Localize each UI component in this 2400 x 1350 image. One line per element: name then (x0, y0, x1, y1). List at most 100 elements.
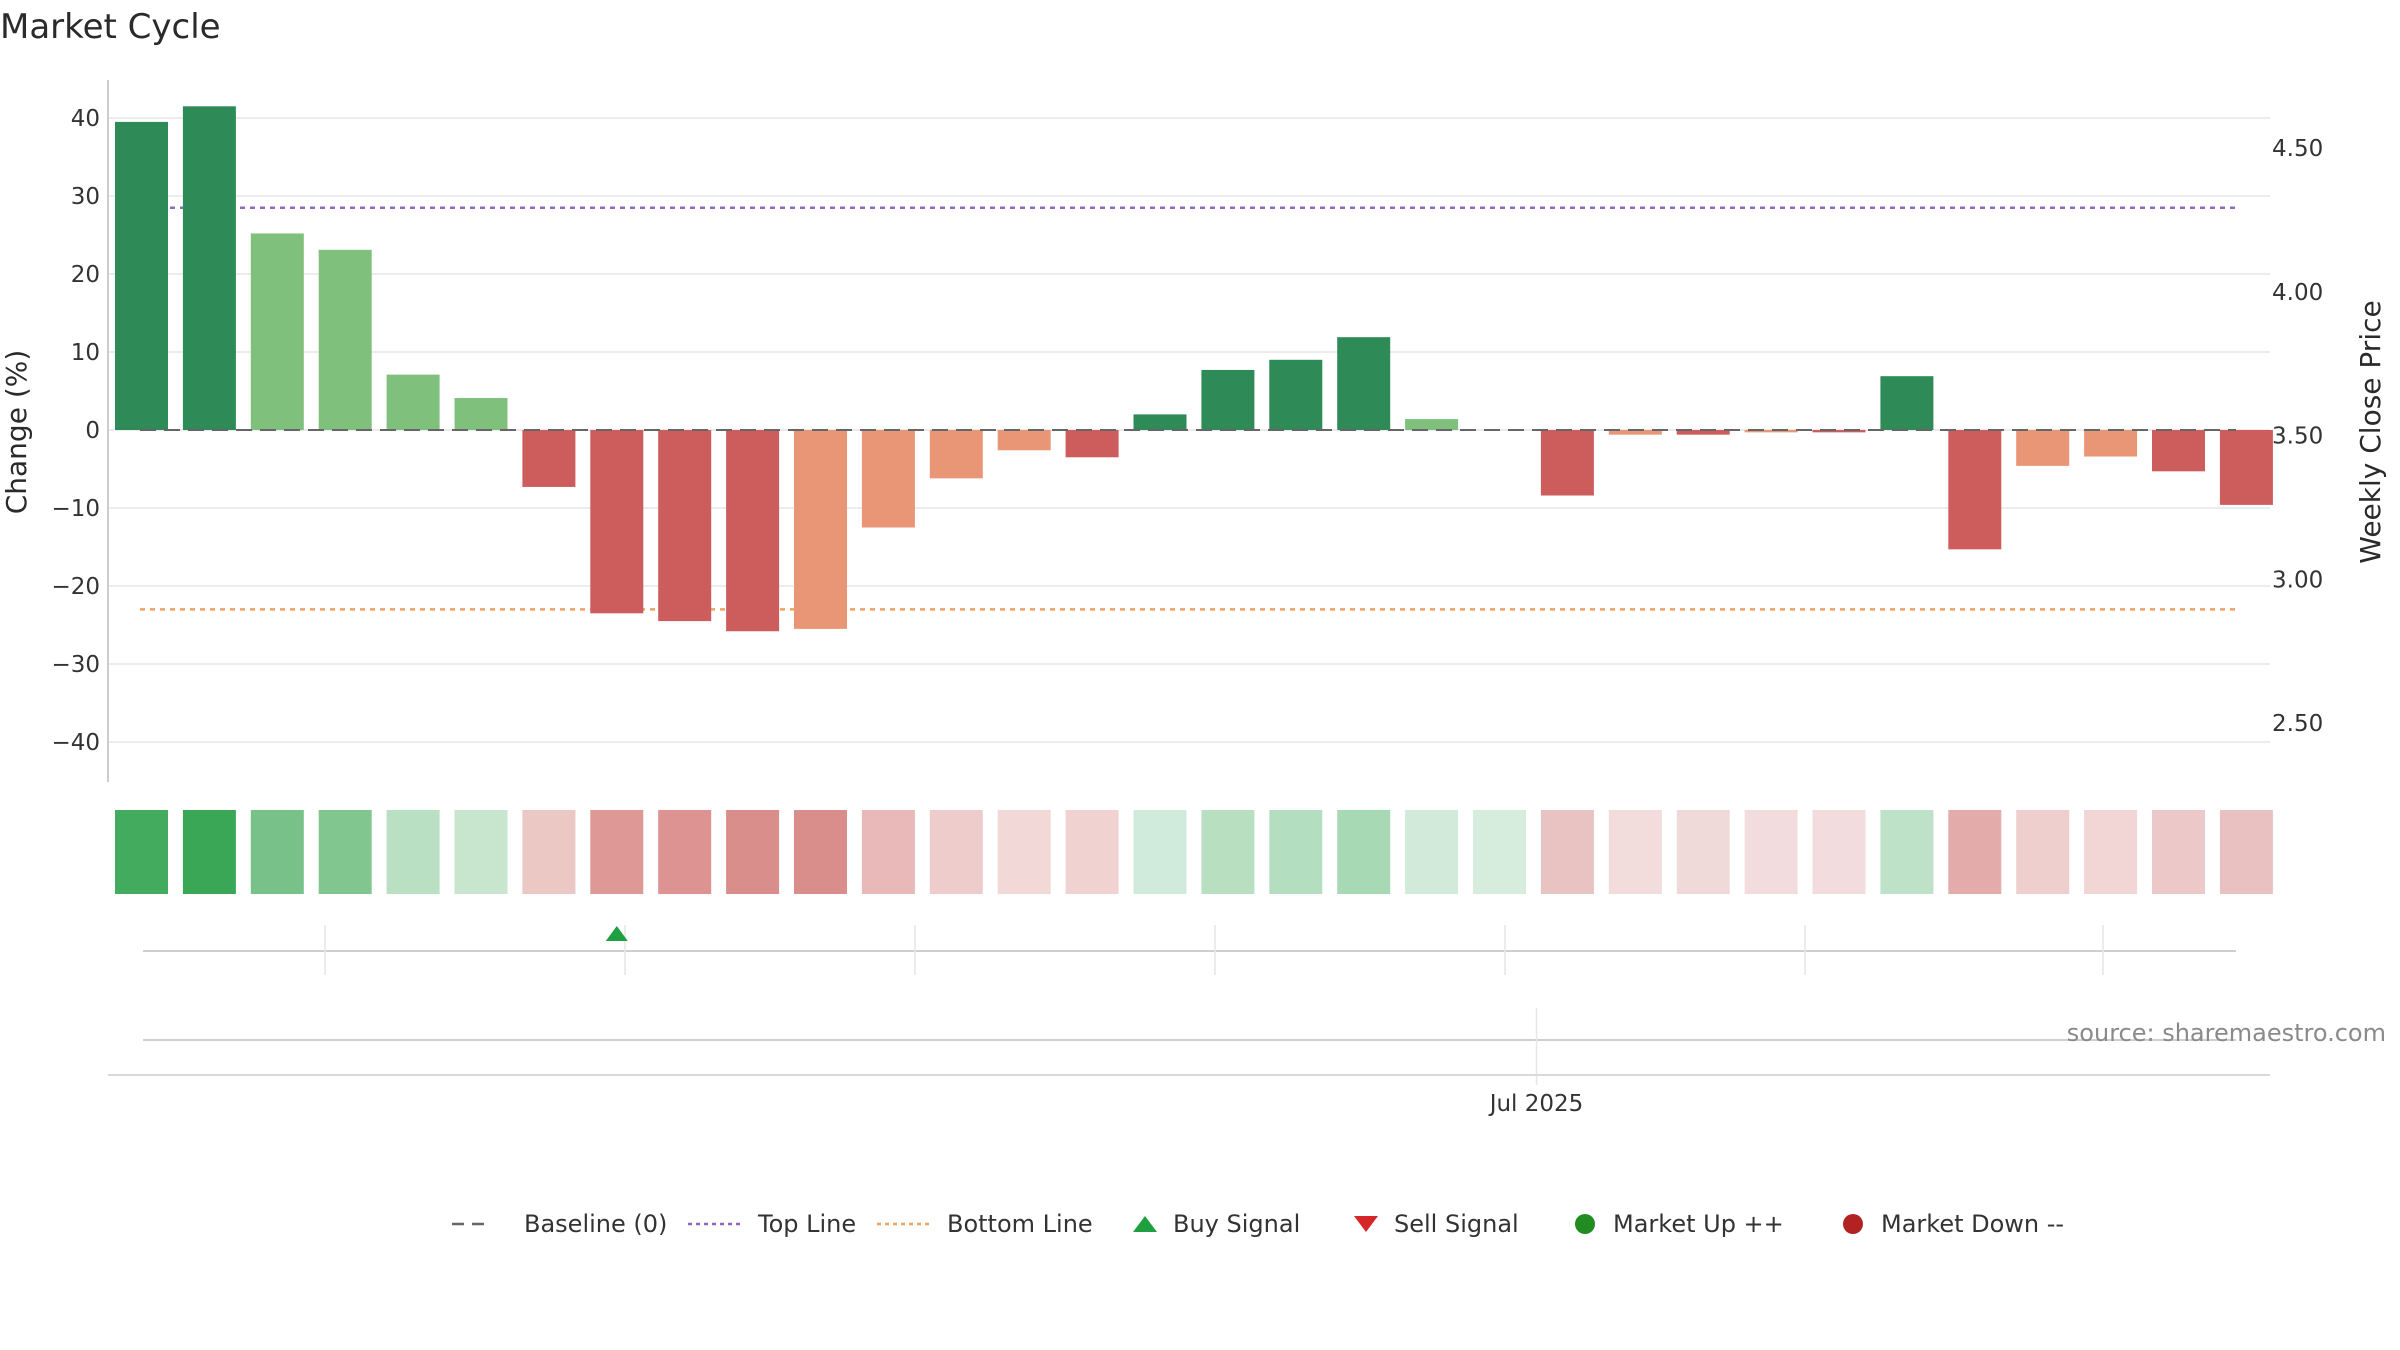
bar-29 (2084, 430, 2138, 457)
legend-swatch-triangle-up (1133, 1216, 1157, 1232)
y2-tick-label: 2.50 (2272, 711, 2323, 737)
heatmap-cell-25 (1812, 810, 1866, 894)
heatmap-cell-27 (1948, 810, 2002, 894)
heatmap-cell-0 (115, 810, 168, 894)
bar-17 (1269, 359, 1323, 430)
x-tick-label: Jul 2025 (1488, 1091, 1584, 1117)
heatmap-cell-18 (1337, 810, 1391, 894)
bars (115, 106, 2273, 632)
heatmap-cell-24 (1744, 810, 1798, 894)
y-axis-label: Change (%) (0, 350, 33, 515)
heatmap-cell-29 (2084, 810, 2138, 894)
heatmap-cell-8 (658, 810, 712, 894)
y-tick-label: −20 (51, 574, 100, 600)
y-tick-label: 30 (71, 184, 100, 210)
legend-swatch-triangle-down (1354, 1216, 1378, 1232)
buy-signal-marker (605, 926, 628, 941)
heatmap-cell-13 (997, 810, 1051, 894)
legend-label: Market Down -- (1881, 1210, 2064, 1238)
legend: Baseline (0) Top Line Bottom Line Buy Signa… (452, 1210, 2064, 1238)
y-tick-label: −40 (51, 730, 100, 756)
heatmap-cell-3 (318, 810, 372, 894)
bar-13 (997, 430, 1051, 451)
legend-item: Top Line (688, 1210, 856, 1238)
bar-27 (1948, 430, 2002, 550)
heatmap-cell-28 (2016, 810, 2070, 894)
bar-12 (929, 430, 983, 479)
heatmap-cell-21 (1540, 810, 1594, 894)
bar-1 (182, 106, 236, 431)
heatmap-cell-1 (182, 810, 236, 894)
bar-19 (1405, 419, 1459, 430)
y-tick-label: 40 (71, 106, 100, 132)
bar-31 (2219, 430, 2273, 505)
legend-label: Bottom Line (947, 1210, 1093, 1238)
legend-label: Top Line (757, 1210, 856, 1238)
heatmap-cell-10 (794, 810, 847, 894)
legend-swatch-circle (1575, 1214, 1595, 1234)
heatmap-cell-16 (1201, 810, 1255, 894)
bar-30 (2152, 430, 2205, 472)
legend-item: Baseline (0) (452, 1210, 667, 1238)
bar-6 (522, 430, 576, 487)
legend-label: Buy Signal (1173, 1210, 1300, 1238)
bar-10 (794, 430, 847, 629)
heatmap-cell-31 (2219, 810, 2273, 894)
legend-swatch-circle (1843, 1214, 1863, 1234)
bar-21 (1540, 430, 1594, 496)
heatmap-cell-26 (1880, 810, 1934, 894)
y2-tick-label: 3.50 (2272, 424, 2323, 450)
signal-panel (143, 925, 2236, 975)
bar-28 (2016, 430, 2070, 466)
axes: 40 30 20 10 0 −10 −20 −30 −40 4.50 4.00 3.50 3.00 2.5… (51, 80, 2323, 782)
legend-item: Market Up ++ (1575, 1210, 1784, 1238)
y2-axis-label: Weekly Close Price (2354, 300, 2387, 563)
chart-title: Market Cycle (0, 7, 221, 47)
heatmap-cell-5 (454, 810, 508, 894)
bar-18 (1337, 337, 1391, 430)
legend-item: Buy Signal (1133, 1210, 1300, 1238)
legend-label: Sell Signal (1394, 1210, 1519, 1238)
bar-0 (115, 121, 168, 431)
y-tick-label: 0 (85, 418, 100, 444)
bar-4 (386, 374, 440, 430)
heatmap-cell-7 (590, 810, 644, 894)
y-tick-label: 10 (71, 340, 100, 366)
heatmap-cell-30 (2152, 810, 2205, 894)
bar-26 (1880, 376, 1934, 430)
bar-25 (1812, 430, 1866, 433)
bar-2 (250, 233, 304, 430)
bar-5 (454, 398, 508, 430)
y-tick-label: 20 (71, 262, 100, 288)
heatmap-cell-23 (1676, 810, 1730, 894)
legend-item: Market Down -- (1843, 1210, 2064, 1238)
legend-label: Market Up ++ (1613, 1210, 1784, 1238)
bar-3 (318, 249, 372, 430)
heatmap-cell-19 (1405, 810, 1459, 894)
bar-23 (1676, 430, 1730, 435)
heatmap-cell-22 (1608, 810, 1662, 894)
heatmap-strip (115, 810, 2273, 894)
heatmap-cell-12 (929, 810, 983, 894)
y-tick-label: −10 (51, 496, 100, 522)
legend-item: Sell Signal (1354, 1210, 1519, 1238)
bar-22 (1608, 430, 1662, 435)
heatmap-cell-4 (386, 810, 440, 894)
heatmap-cell-9 (726, 810, 780, 894)
y2-tick-label: 3.00 (2272, 567, 2323, 593)
x-axis: Jul 2025 (108, 1008, 2270, 1117)
bar-16 (1201, 369, 1255, 430)
heatmap-cell-2 (250, 810, 304, 894)
bar-11 (861, 430, 915, 528)
heatmap-cell-15 (1133, 810, 1187, 894)
bar-9 (726, 430, 780, 632)
legend-item: Bottom Line (877, 1210, 1093, 1238)
heatmap-cell-20 (1473, 810, 1526, 894)
bar-14 (1065, 430, 1119, 458)
bar-24 (1744, 430, 1798, 433)
bar-8 (658, 430, 712, 622)
source-note: source: sharemaestro.com (2067, 1019, 2386, 1047)
heatmap-cell-14 (1065, 810, 1119, 894)
heatmap-cell-6 (522, 810, 576, 894)
